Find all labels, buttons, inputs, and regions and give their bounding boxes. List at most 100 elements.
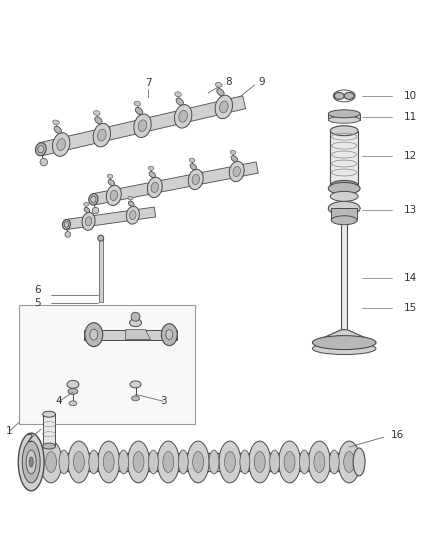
Ellipse shape — [209, 450, 219, 474]
Ellipse shape — [161, 324, 177, 345]
Ellipse shape — [40, 441, 62, 483]
Ellipse shape — [29, 457, 33, 467]
Ellipse shape — [90, 329, 98, 340]
Ellipse shape — [330, 181, 358, 190]
Ellipse shape — [135, 108, 143, 115]
Ellipse shape — [134, 101, 141, 106]
Text: 2: 2 — [26, 434, 32, 444]
Ellipse shape — [53, 120, 59, 125]
Ellipse shape — [334, 92, 344, 99]
Ellipse shape — [314, 451, 325, 472]
Text: 13: 13 — [404, 205, 417, 215]
Text: 5: 5 — [35, 298, 41, 308]
Ellipse shape — [344, 92, 354, 99]
Ellipse shape — [42, 443, 56, 449]
Ellipse shape — [157, 441, 179, 483]
Text: 3: 3 — [160, 397, 167, 406]
Polygon shape — [126, 330, 150, 340]
Ellipse shape — [98, 130, 106, 141]
Ellipse shape — [130, 211, 136, 220]
Ellipse shape — [329, 450, 339, 474]
Ellipse shape — [93, 123, 110, 147]
Ellipse shape — [98, 441, 120, 483]
Ellipse shape — [308, 441, 330, 483]
Ellipse shape — [85, 217, 92, 226]
Ellipse shape — [65, 231, 71, 237]
Text: 7: 7 — [145, 78, 152, 88]
Ellipse shape — [91, 196, 96, 203]
Polygon shape — [331, 208, 357, 220]
Text: 12: 12 — [404, 151, 417, 160]
Ellipse shape — [151, 182, 159, 192]
Ellipse shape — [62, 220, 71, 230]
Ellipse shape — [126, 206, 139, 224]
Ellipse shape — [229, 161, 244, 182]
Ellipse shape — [328, 182, 360, 195]
Ellipse shape — [128, 196, 133, 200]
Ellipse shape — [219, 101, 228, 113]
Ellipse shape — [312, 336, 376, 350]
Ellipse shape — [149, 172, 155, 177]
Ellipse shape — [328, 110, 360, 118]
Ellipse shape — [163, 451, 174, 472]
Ellipse shape — [57, 139, 66, 150]
Ellipse shape — [254, 451, 265, 472]
Ellipse shape — [270, 450, 279, 474]
Ellipse shape — [53, 133, 70, 156]
Ellipse shape — [64, 222, 69, 227]
Ellipse shape — [284, 451, 295, 472]
Ellipse shape — [103, 451, 114, 472]
Ellipse shape — [240, 450, 250, 474]
Ellipse shape — [328, 116, 360, 123]
Ellipse shape — [279, 441, 300, 483]
Ellipse shape — [353, 448, 365, 476]
Ellipse shape — [249, 441, 271, 483]
Ellipse shape — [215, 95, 233, 119]
Ellipse shape — [312, 343, 376, 354]
Text: 15: 15 — [404, 303, 417, 313]
Ellipse shape — [107, 174, 113, 178]
Ellipse shape — [110, 190, 117, 200]
Ellipse shape — [35, 143, 46, 156]
Ellipse shape — [82, 212, 95, 230]
Ellipse shape — [300, 450, 309, 474]
Ellipse shape — [178, 450, 188, 474]
Polygon shape — [54, 453, 354, 471]
Polygon shape — [330, 131, 358, 185]
Ellipse shape — [138, 120, 147, 132]
Ellipse shape — [174, 104, 192, 128]
Ellipse shape — [84, 207, 90, 213]
Ellipse shape — [215, 83, 222, 87]
Polygon shape — [19, 305, 195, 424]
Ellipse shape — [147, 177, 162, 198]
Ellipse shape — [95, 117, 102, 124]
Text: 6: 6 — [35, 285, 41, 295]
Text: 9: 9 — [258, 77, 265, 87]
Ellipse shape — [92, 207, 99, 214]
Ellipse shape — [187, 441, 209, 483]
Ellipse shape — [127, 441, 149, 483]
Ellipse shape — [233, 166, 240, 176]
Ellipse shape — [190, 164, 197, 169]
Polygon shape — [43, 414, 55, 446]
Text: 10: 10 — [404, 91, 417, 101]
Polygon shape — [312, 330, 376, 343]
Ellipse shape — [133, 451, 144, 472]
Ellipse shape — [54, 126, 61, 133]
Ellipse shape — [69, 401, 77, 406]
Polygon shape — [66, 207, 155, 229]
Ellipse shape — [179, 110, 187, 122]
Polygon shape — [328, 114, 360, 120]
Ellipse shape — [193, 451, 204, 472]
Ellipse shape — [328, 201, 360, 215]
Ellipse shape — [85, 322, 103, 346]
Ellipse shape — [98, 235, 104, 241]
Ellipse shape — [38, 146, 44, 153]
Ellipse shape — [42, 411, 56, 417]
Polygon shape — [341, 225, 347, 330]
Text: 11: 11 — [404, 112, 417, 122]
Ellipse shape — [344, 451, 355, 472]
Ellipse shape — [93, 111, 100, 116]
Ellipse shape — [219, 441, 241, 483]
Ellipse shape — [175, 92, 181, 96]
